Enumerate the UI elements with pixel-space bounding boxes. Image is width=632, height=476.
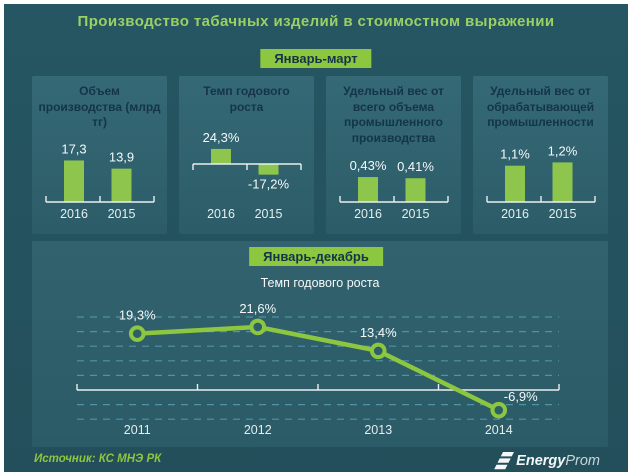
svg-text:17,3: 17,3: [61, 141, 86, 156]
logo-text-bold: Energy: [516, 453, 566, 469]
page-title: Производство табачных изделий в стоимост…: [77, 13, 555, 30]
panel-title: Темп годового роста: [203, 84, 290, 114]
svg-text:-17,2%: -17,2%: [248, 177, 290, 192]
panel-title: Объем производства (млрд тг): [38, 84, 161, 130]
svg-text:0,41%: 0,41%: [397, 159, 434, 174]
svg-text:2013: 2013: [364, 423, 392, 437]
svg-text:2016: 2016: [207, 207, 235, 221]
svg-text:2015: 2015: [255, 207, 283, 221]
period-badge-jan-dec: Январь-декабрь: [249, 247, 383, 266]
panel-annual-growth-rate: Темп годового роста 24,3% -17,2% 2016 2015: [179, 76, 314, 234]
line-chart-title: Темп годового роста: [260, 276, 380, 290]
svg-text:2015: 2015: [402, 207, 430, 221]
logo-text-light: Prom: [565, 453, 600, 469]
panel-title: Удельный вес от всего объема промышленно…: [343, 84, 444, 145]
svg-text:-6,9%: -6,9%: [504, 389, 538, 404]
bar-chart-share-of-manufacturing: 1,1% 1,2% 2016 2015: [473, 124, 608, 228]
svg-text:0,43%: 0,43%: [350, 158, 387, 173]
svg-text:2016: 2016: [354, 207, 382, 221]
svg-text:2015: 2015: [108, 207, 136, 221]
svg-text:2012: 2012: [244, 423, 272, 437]
svg-text:2016: 2016: [60, 207, 88, 221]
line-chart-annual-growth: 19,3% 2011 21,6% 2012 13,4% 2013 -6,9% 2014: [32, 299, 608, 447]
svg-text:24,3%: 24,3%: [203, 130, 240, 145]
energyprom-icon: [494, 452, 515, 470]
svg-text:19,3%: 19,3%: [119, 308, 156, 323]
svg-text:21,6%: 21,6%: [239, 301, 276, 316]
svg-text:2014: 2014: [485, 423, 513, 437]
period-badge-jan-mar: Январь-март: [260, 49, 372, 68]
svg-text:13,4%: 13,4%: [360, 325, 397, 340]
source-text: Источник: КС МНЭ РК: [34, 453, 162, 465]
annual-section: Темп годового роста 19,3% 2011 21,6% 2012 13…: [32, 241, 608, 447]
svg-text:1,2%: 1,2%: [548, 143, 578, 158]
svg-text:2015: 2015: [549, 207, 577, 221]
bar-chart-production-volume: 17,3 13,9 2016 2015: [32, 124, 167, 228]
svg-text:2011: 2011: [124, 423, 151, 437]
svg-text:2016: 2016: [501, 207, 529, 221]
panel-share-of-manufacturing: Удельный вес от обрабатывающей промышлен…: [473, 76, 608, 234]
bar-chart-share-of-industrial-production: 0,43% 0,41% 2016 2015: [326, 124, 461, 228]
panel-production-volume: Объем производства (млрд тг) 17,3 13,9 201…: [32, 76, 167, 234]
svg-text:1,1%: 1,1%: [500, 147, 530, 162]
svg-text:13,9: 13,9: [109, 150, 134, 165]
bar-chart-annual-growth-rate: 24,3% -17,2% 2016 2015: [179, 124, 314, 228]
panel-title: Удельный вес от обрабатывающей промышлен…: [486, 84, 595, 130]
panel-share-of-industrial-production: Удельный вес от всего объема промышленно…: [326, 76, 461, 234]
energyprom-logo: Energy Prom: [494, 451, 600, 471]
